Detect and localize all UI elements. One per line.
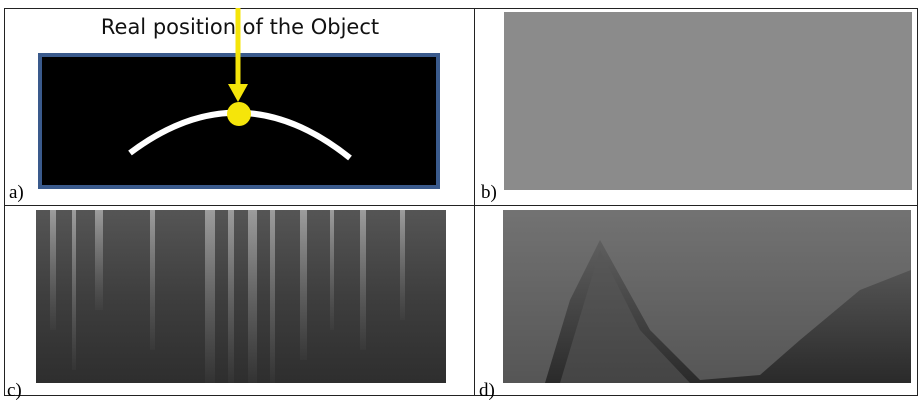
- panel-d: d): [479, 210, 911, 400]
- image-b: [504, 12, 912, 190]
- panel-label: b): [481, 182, 497, 203]
- panel-label: d): [479, 380, 495, 400]
- figure: Real position of the Object a) b) c): [0, 0, 922, 400]
- panel-label: a): [9, 182, 24, 203]
- panel-c: c): [7, 210, 446, 400]
- object-dot: [227, 102, 251, 126]
- panel-label: c): [7, 380, 22, 400]
- panel-b: b): [481, 12, 912, 203]
- panel-a: Real position of the Object a): [9, 8, 438, 203]
